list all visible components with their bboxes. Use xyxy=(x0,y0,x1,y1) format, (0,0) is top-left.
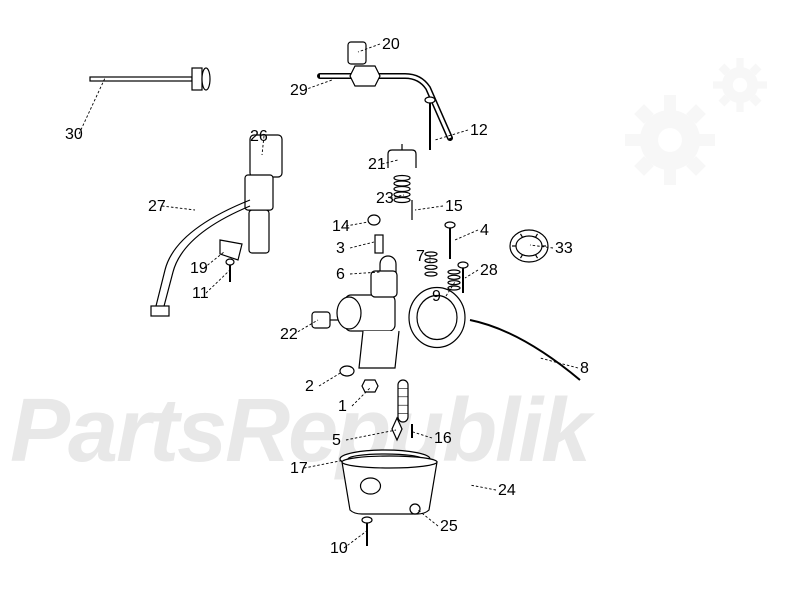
callout-15: 15 xyxy=(445,198,463,216)
callout-25: 25 xyxy=(440,518,458,536)
leaders-layer xyxy=(0,0,800,600)
callout-22: 22 xyxy=(280,326,298,344)
callout-19: 19 xyxy=(190,260,208,278)
callout-27: 27 xyxy=(148,198,166,216)
callout-5: 5 xyxy=(332,432,341,450)
diagram-canvas: PartsRepublik 30202912262123152714437331… xyxy=(0,0,800,600)
callout-20: 20 xyxy=(382,36,400,54)
callout-6: 6 xyxy=(336,266,345,284)
callout-28: 28 xyxy=(480,262,498,280)
callout-21: 21 xyxy=(368,156,386,174)
callout-30: 30 xyxy=(65,126,83,144)
callout-4: 4 xyxy=(480,222,489,240)
callout-29: 29 xyxy=(290,82,308,100)
callout-10: 10 xyxy=(330,540,348,558)
callout-12: 12 xyxy=(470,122,488,140)
callout-17: 17 xyxy=(290,460,308,478)
callout-24: 24 xyxy=(498,482,516,500)
callout-2: 2 xyxy=(305,378,314,396)
callout-1: 1 xyxy=(338,398,347,416)
callout-9: 9 xyxy=(432,288,441,306)
callout-16: 16 xyxy=(434,430,452,448)
callout-14: 14 xyxy=(332,218,350,236)
callout-3: 3 xyxy=(336,240,345,258)
callout-26: 26 xyxy=(250,128,268,146)
callout-7: 7 xyxy=(416,248,425,266)
callout-33: 33 xyxy=(555,240,573,258)
callout-8: 8 xyxy=(580,360,589,378)
callout-23: 23 xyxy=(376,190,394,208)
callout-11: 11 xyxy=(192,285,209,303)
